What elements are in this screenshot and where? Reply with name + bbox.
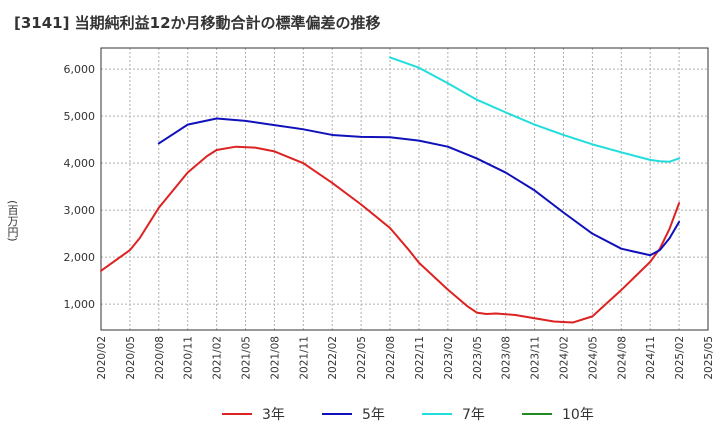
- y-tick-label: 5,000: [64, 110, 96, 123]
- legend-label: 7年: [462, 407, 485, 423]
- series-line-7年: [389, 56, 681, 163]
- x-tick-label: 2024/11: [645, 336, 657, 380]
- x-tick-label: 2021/05: [241, 336, 253, 380]
- x-tick-label: 2022/05: [356, 336, 368, 380]
- y-axis-label: (百万円): [6, 200, 19, 242]
- y-tick-label: 6,000: [64, 63, 96, 76]
- x-tick-label: 2022/11: [414, 336, 426, 380]
- x-tick-label: 2020/08: [154, 336, 166, 380]
- x-tick-label: 2023/11: [530, 336, 542, 380]
- x-tick-label: 2023/05: [472, 336, 484, 380]
- chart-title: [3141] 当期純利益12か月移動合計の標準偏差の推移: [14, 14, 381, 32]
- x-tick-label: 2025/02: [674, 336, 686, 380]
- x-tick-label: 2024/08: [616, 336, 628, 380]
- x-tick-label: 2023/02: [443, 336, 455, 380]
- y-tick-label: 3,000: [64, 204, 96, 217]
- plot-frame: [100, 47, 709, 331]
- series-line-3年: [100, 145, 681, 324]
- x-tick-label: 2022/08: [385, 336, 397, 380]
- legend-label: 5年: [362, 407, 385, 423]
- x-tick-label: 2022/02: [327, 336, 339, 380]
- legend-label: 3年: [262, 407, 285, 423]
- x-tick-label: 2024/02: [558, 336, 570, 380]
- y-tick-label: 1,000: [64, 298, 96, 311]
- series-line-5年: [157, 117, 681, 257]
- x-tick-label: 2021/02: [212, 336, 224, 380]
- x-tick-label: 2021/11: [298, 336, 310, 380]
- y-tick-label: 4,000: [64, 157, 96, 170]
- x-tick-label: 2024/05: [587, 336, 599, 380]
- x-tick-label: 2020/02: [96, 336, 108, 380]
- plot-area: [101, 48, 708, 330]
- y-tick-label: 2,000: [64, 251, 96, 264]
- x-tick-label: 2021/08: [269, 336, 281, 380]
- x-tick-label: 2020/11: [183, 336, 195, 380]
- x-tick-label: 2020/05: [125, 336, 137, 380]
- x-tick-label: 2025/05: [703, 336, 715, 380]
- x-tick-label: 2023/08: [501, 336, 513, 380]
- legend-label: 10年: [562, 407, 594, 423]
